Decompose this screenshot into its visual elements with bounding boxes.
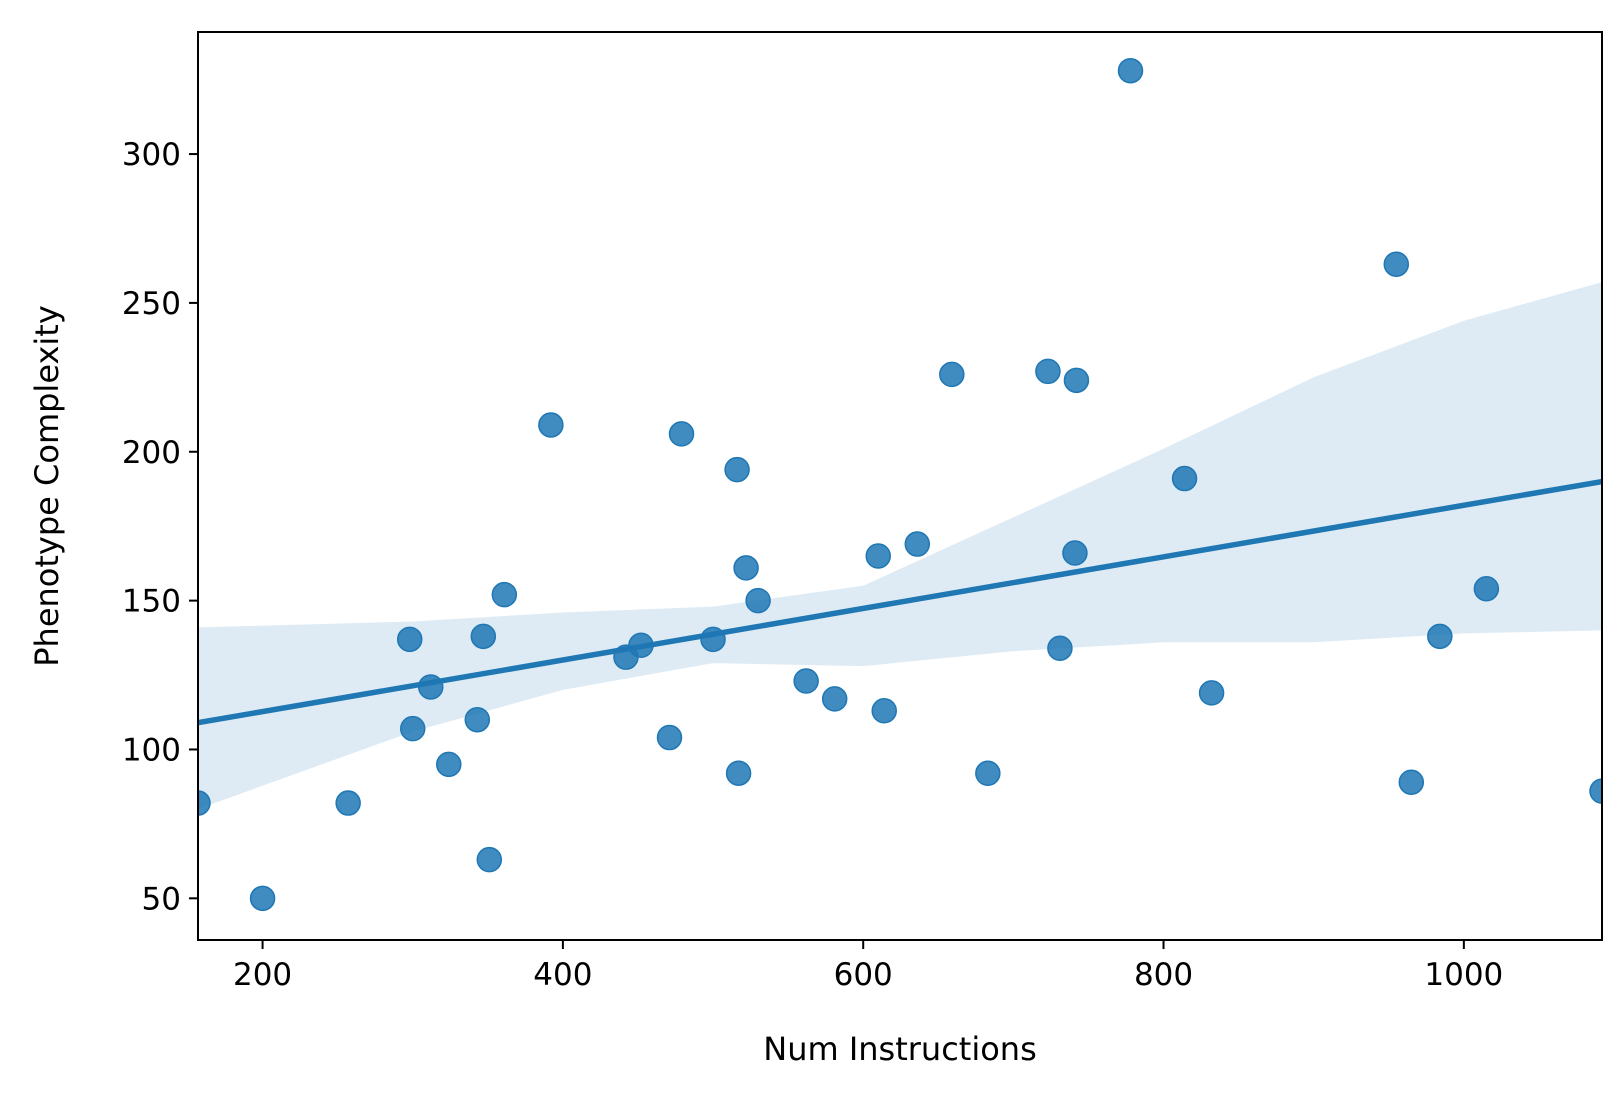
data-point-25	[871, 698, 897, 724]
data-point-31	[1062, 540, 1088, 566]
data-point-34	[1171, 465, 1198, 492]
data-point-28	[975, 760, 1001, 787]
data-point-17	[700, 626, 726, 653]
data-point-6	[417, 674, 444, 700]
data-point-14	[628, 632, 654, 659]
x-tick-label: 200	[233, 957, 292, 993]
data-point-8	[464, 706, 491, 733]
data-point-5	[399, 715, 426, 742]
x-axis-label: Num Instructions	[763, 1030, 1037, 1068]
y-tick-label: 50	[142, 881, 181, 917]
data-point-11	[491, 581, 518, 608]
data-point-22	[793, 668, 819, 694]
data-point-21	[745, 587, 771, 614]
y-tick-label: 300	[122, 137, 181, 173]
y-tick-label: 150	[122, 584, 181, 620]
confidence-band	[198, 282, 1602, 810]
data-point-1	[198, 790, 211, 816]
data-point-18	[724, 456, 750, 483]
data-point-26	[904, 531, 931, 557]
data-point-39	[1473, 575, 1500, 602]
data-point-7	[436, 751, 462, 778]
data-point-30	[1047, 635, 1073, 661]
x-tick-label: 1000	[1424, 957, 1503, 993]
y-axis-ticks: 50 100 150 200 250 300	[122, 137, 198, 917]
x-tick-label: 600	[834, 957, 893, 993]
data-point-4	[396, 626, 423, 653]
data-point-29	[1035, 358, 1061, 385]
y-axis-label: Phenotype Complexity	[28, 305, 66, 667]
data-point-9	[470, 623, 497, 650]
data-point-37	[1398, 769, 1425, 795]
data-point-12	[538, 412, 564, 438]
x-axis-ticks: 200 400 600 800 1000	[233, 940, 1503, 993]
data-point-23	[821, 686, 848, 712]
data-point-33	[1117, 57, 1144, 84]
y-tick-label: 100	[122, 732, 181, 768]
y-tick-label: 200	[122, 435, 181, 471]
data-point-38	[1427, 623, 1453, 650]
data-point-40	[1589, 778, 1602, 804]
data-point-19	[725, 760, 752, 787]
x-tick-label: 400	[533, 957, 592, 993]
data-point-27	[939, 361, 965, 388]
data-point-35	[1198, 680, 1225, 706]
data-point-16	[668, 421, 695, 447]
data-point-15	[656, 724, 683, 751]
data-point-10	[476, 846, 503, 873]
data-point-2	[249, 885, 276, 912]
x-tick-label: 800	[1134, 957, 1193, 993]
data-points-layer	[198, 57, 1602, 912]
data-point-36	[1383, 251, 1410, 277]
data-point-3	[335, 790, 361, 816]
data-point-32	[1063, 367, 1090, 394]
data-point-24	[865, 543, 891, 569]
plot-frame	[197, 31, 1603, 941]
confidence-band-layer	[198, 282, 1602, 810]
data-point-20	[733, 555, 759, 581]
y-tick-label: 250	[122, 286, 181, 322]
